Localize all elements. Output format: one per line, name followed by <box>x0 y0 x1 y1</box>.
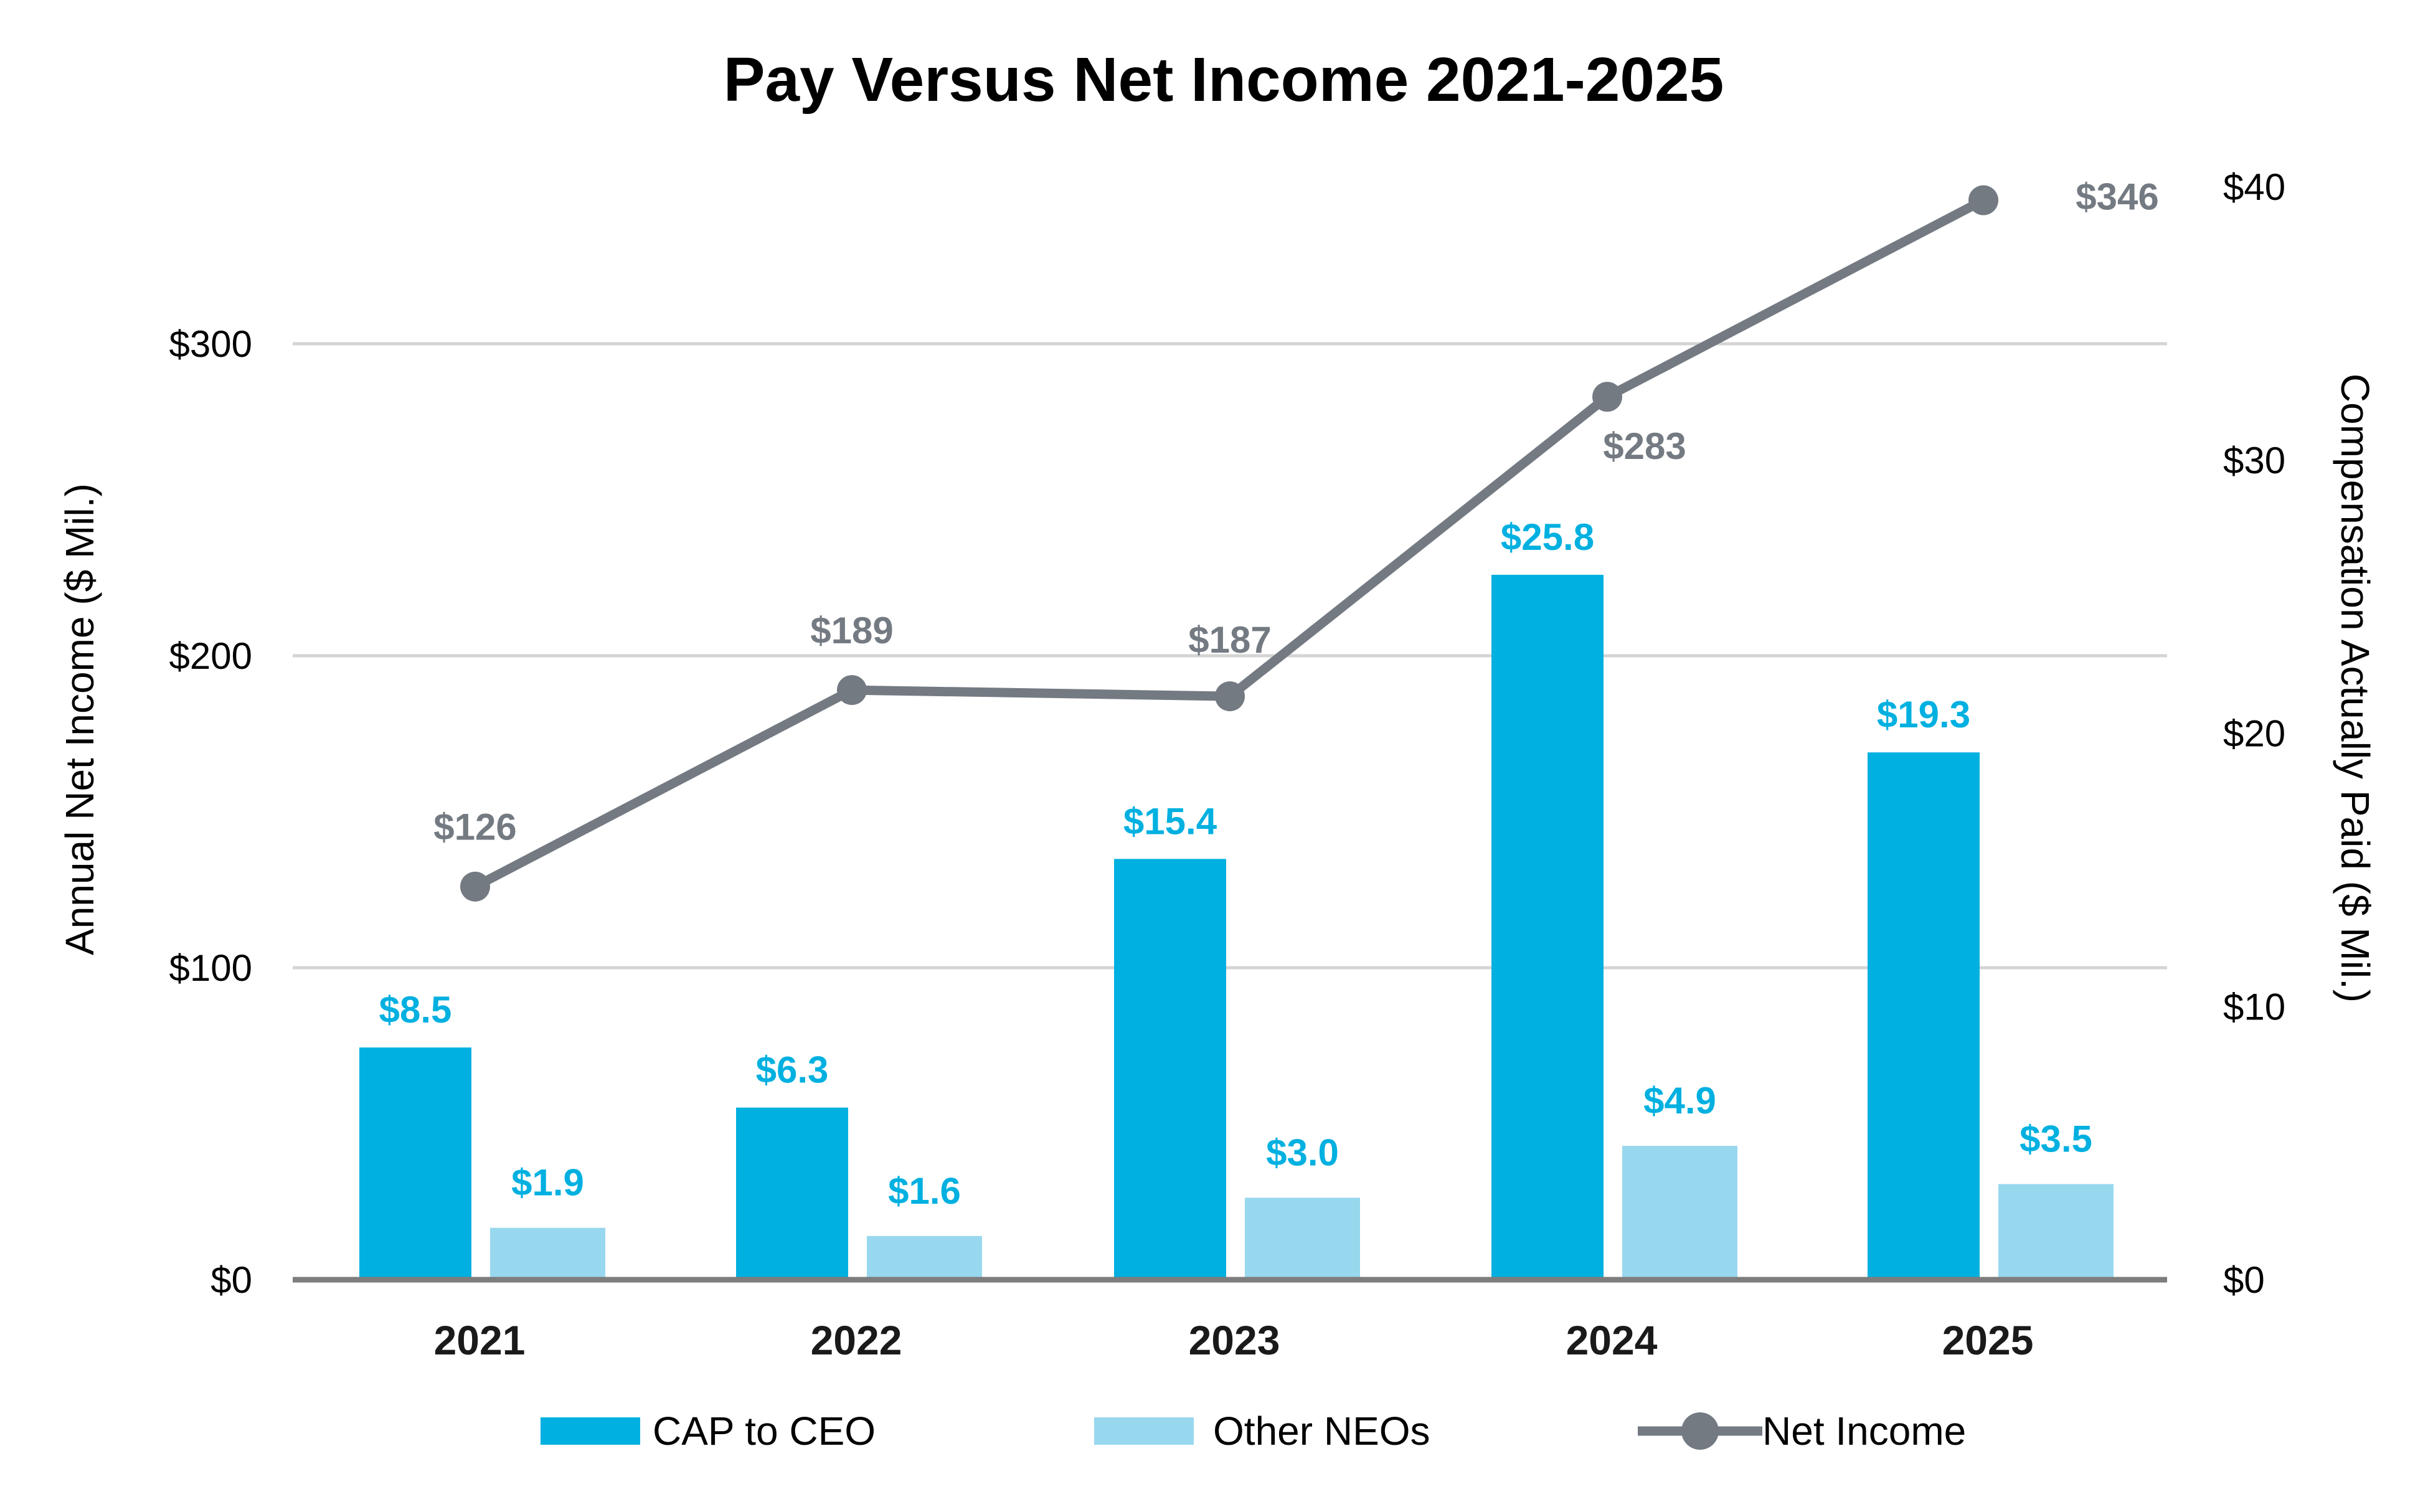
cap-to-ceo-bar <box>359 1047 471 1280</box>
cap-to-ceo-bar <box>1114 859 1226 1280</box>
cap-to-ceo-bar <box>1868 752 1980 1280</box>
net-income-point <box>837 675 867 706</box>
cap-to-ceo-data-label: $25.8 <box>1501 516 1594 558</box>
legend: CAP to CEO Other NEOs Net Income <box>541 1409 1966 1453</box>
other-neos-data-label: $1.9 <box>511 1162 584 1204</box>
net-income-data-label: $189 <box>810 610 893 651</box>
cap-to-ceo-bar <box>1491 575 1604 1280</box>
left-axis-title: Annual Net Income ($ Mil.) <box>57 483 102 955</box>
axes: $0 $100 $200 $300 $0 $10 $20 $30 $40 2021 2022 2023… <box>169 166 2286 1363</box>
cap-to-ceo-data-label: $6.3 <box>756 1049 829 1091</box>
gridlines <box>293 342 2167 970</box>
legend-swatch-other-neos <box>1094 1417 1194 1445</box>
net-income-data-label: $346 <box>2076 176 2158 218</box>
other-neos-bar <box>867 1236 982 1280</box>
right-axis-tick-label: $30 <box>2223 440 2285 481</box>
right-axis-title: Compensation Actually Paid ($ Mil.) <box>2333 374 2378 1003</box>
right-axis-tick-label: $10 <box>2223 986 2285 1028</box>
net-income-point <box>1215 681 1245 712</box>
right-axis-tick-label: $0 <box>2223 1259 2265 1301</box>
legend-swatch-cap-to-ceo <box>541 1417 640 1445</box>
cap-to-ceo-data-label: $19.3 <box>1877 694 1970 735</box>
other-neos-data-label: $3.0 <box>1266 1132 1339 1173</box>
right-axis-tick-label: $40 <box>2223 166 2285 208</box>
net-income-line <box>460 185 1998 902</box>
data-labels: $8.5 $1.9 $6.3 $1.6 $15.4 $3.0 $25.8 $4.9 $19.3 $… <box>379 176 2159 1212</box>
left-axis-tick-label: $200 <box>169 635 252 677</box>
other-neos-data-label: $4.9 <box>1643 1080 1716 1122</box>
legend-marker-net-income <box>1681 1412 1719 1450</box>
other-neos-bar <box>1622 1146 1737 1280</box>
legend-label-cap-to-ceo: CAP to CEO <box>653 1409 876 1453</box>
cap-to-ceo-data-label: $15.4 <box>1123 800 1217 842</box>
net-income-data-label: $126 <box>433 806 516 848</box>
net-income-data-label: $187 <box>1188 619 1271 661</box>
x-axis-category-label: 2021 <box>434 1317 526 1363</box>
other-neos-data-label: $3.5 <box>2020 1118 2092 1160</box>
other-neos-bar <box>1998 1184 2114 1280</box>
net-income-point <box>460 871 490 902</box>
net-income-data-label: $283 <box>1603 425 1686 467</box>
x-axis-category-label: 2023 <box>1189 1317 1280 1363</box>
left-axis-tick-label: $100 <box>169 947 252 989</box>
net-income-point <box>1592 382 1622 412</box>
other-neos-bar <box>1245 1198 1360 1280</box>
bars <box>359 575 2114 1280</box>
net-income-point <box>1968 185 1998 215</box>
chart-title: Pay Versus Net Income 2021-2025 <box>724 45 1724 115</box>
left-axis-tick-label: $0 <box>210 1259 252 1301</box>
cap-to-ceo-data-label: $8.5 <box>379 989 452 1031</box>
cap-to-ceo-bar <box>736 1107 848 1280</box>
legend-label-net-income: Net Income <box>1762 1409 1966 1453</box>
other-neos-bar <box>490 1227 605 1280</box>
other-neos-data-label: $1.6 <box>888 1170 961 1212</box>
right-axis-tick-label: $20 <box>2223 713 2285 755</box>
x-axis-category-label: 2024 <box>1566 1317 1658 1363</box>
x-axis-category-label: 2022 <box>811 1317 902 1363</box>
x-axis-category-label: 2025 <box>1942 1317 2034 1363</box>
legend-label-other-neos: Other NEOs <box>1213 1409 1430 1453</box>
left-axis-tick-label: $300 <box>169 323 252 365</box>
